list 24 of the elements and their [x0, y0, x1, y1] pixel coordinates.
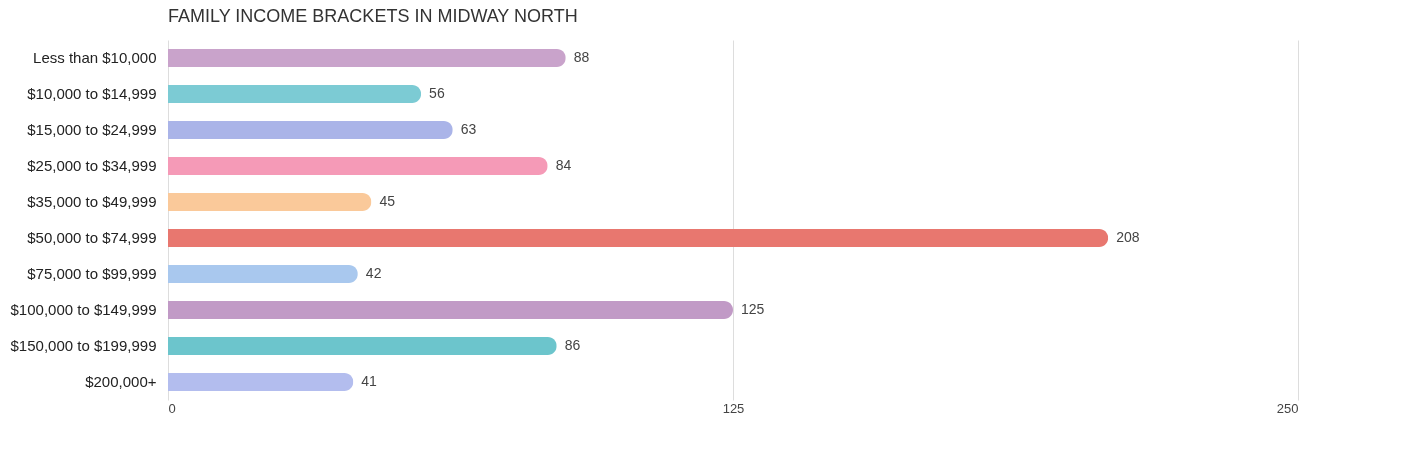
- data-label: 63: [460, 121, 477, 137]
- data-label: 88: [573, 49, 590, 65]
- x-tick-label: 125: [722, 400, 745, 416]
- data-label: 84: [555, 157, 572, 173]
- y-tick-label: $25,000 to $34,999: [27, 157, 157, 174]
- y-tick-label: $150,000 to $199,999: [10, 337, 157, 354]
- data-label: 42: [365, 265, 382, 281]
- x-tick-label: 250: [1276, 400, 1299, 416]
- y-tick-label: $75,000 to $99,999: [27, 265, 157, 282]
- y-tick-label: $100,000 to $149,999: [10, 301, 157, 318]
- x-tick-label: 0: [168, 400, 176, 416]
- y-tick-label: $35,000 to $49,999: [27, 193, 157, 210]
- data-label: 56: [429, 85, 445, 101]
- y-tick-label: Less than $10,000: [33, 49, 157, 66]
- y-tick-label: $15,000 to $24,999: [27, 121, 157, 138]
- data-label: 125: [741, 301, 765, 317]
- data-label: 41: [361, 373, 378, 389]
- y-tick-label: $50,000 to $74,999: [27, 229, 157, 246]
- data-label: 45: [379, 193, 396, 209]
- data-label: 208: [1116, 229, 1140, 245]
- y-tick-label: $10,000 to $14,999: [27, 85, 157, 102]
- y-tick-label: $200,000+: [85, 373, 157, 390]
- chart-title: FAMILY INCOME BRACKETS IN MIDWAY NORTH: [168, 6, 578, 26]
- data-label: 86: [564, 337, 581, 353]
